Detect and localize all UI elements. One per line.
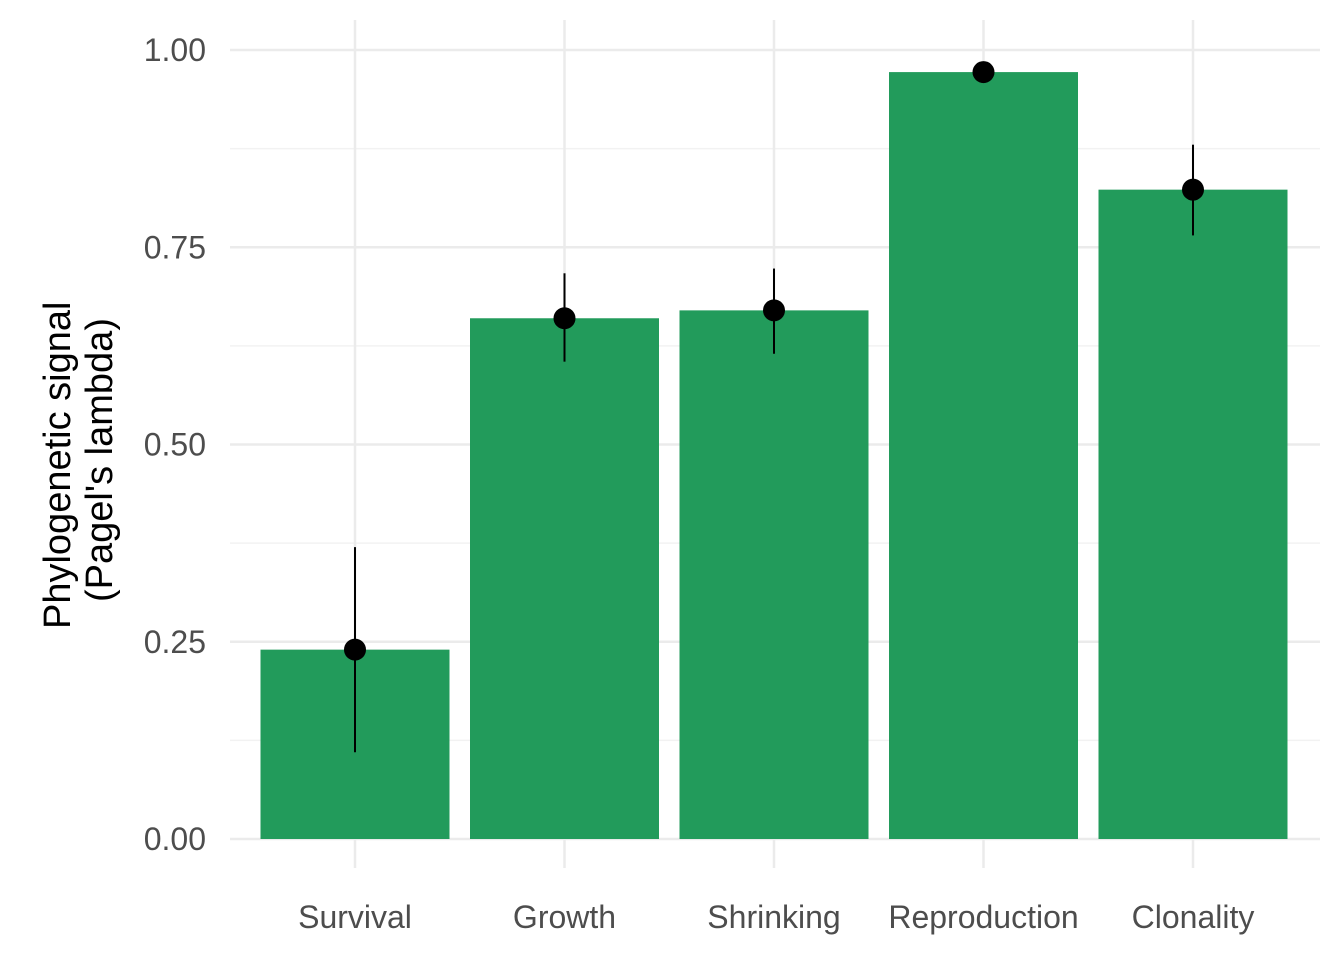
x-tick-label-clonality: Clonality (1132, 899, 1255, 935)
x-tick-label-shrinking: Shrinking (707, 899, 840, 935)
bar-clonality (1098, 189, 1288, 839)
points (344, 61, 1204, 661)
x-tick-label-growth: Growth (513, 899, 616, 935)
bar-reproduction (889, 72, 1078, 840)
y-axis-title-line-1: Phylogenetic signal (37, 302, 79, 629)
point-clonality (1182, 178, 1204, 201)
y-tick-label: 0.25 (144, 624, 206, 660)
bar-shrinking (679, 310, 869, 839)
point-reproduction (972, 61, 995, 84)
y-axis-tick-labels: 0.00 0.25 0.50 0.75 1.00 (144, 32, 206, 857)
y-tick-label: 0.50 (144, 427, 206, 463)
point-survival (344, 638, 366, 661)
point-shrinking (763, 299, 785, 322)
point-growth (553, 307, 576, 330)
y-tick-label: 1.00 (144, 32, 206, 68)
y-axis-title-line-2: (Pagel's lambda) (79, 318, 121, 602)
y-tick-label: 0.75 (144, 229, 206, 265)
x-axis-tick-labels: Survival Growth Shrinking Reproduction Clona… (298, 899, 1254, 935)
bars (260, 72, 1288, 840)
y-axis-title: Phylogenetic signal (Pagel's lambda) (37, 291, 121, 629)
x-tick-label-reproduction: Reproduction (888, 899, 1078, 935)
bar-growth (470, 318, 659, 839)
x-tick-label-survival: Survival (298, 899, 412, 935)
y-tick-label: 0.00 (144, 821, 206, 857)
